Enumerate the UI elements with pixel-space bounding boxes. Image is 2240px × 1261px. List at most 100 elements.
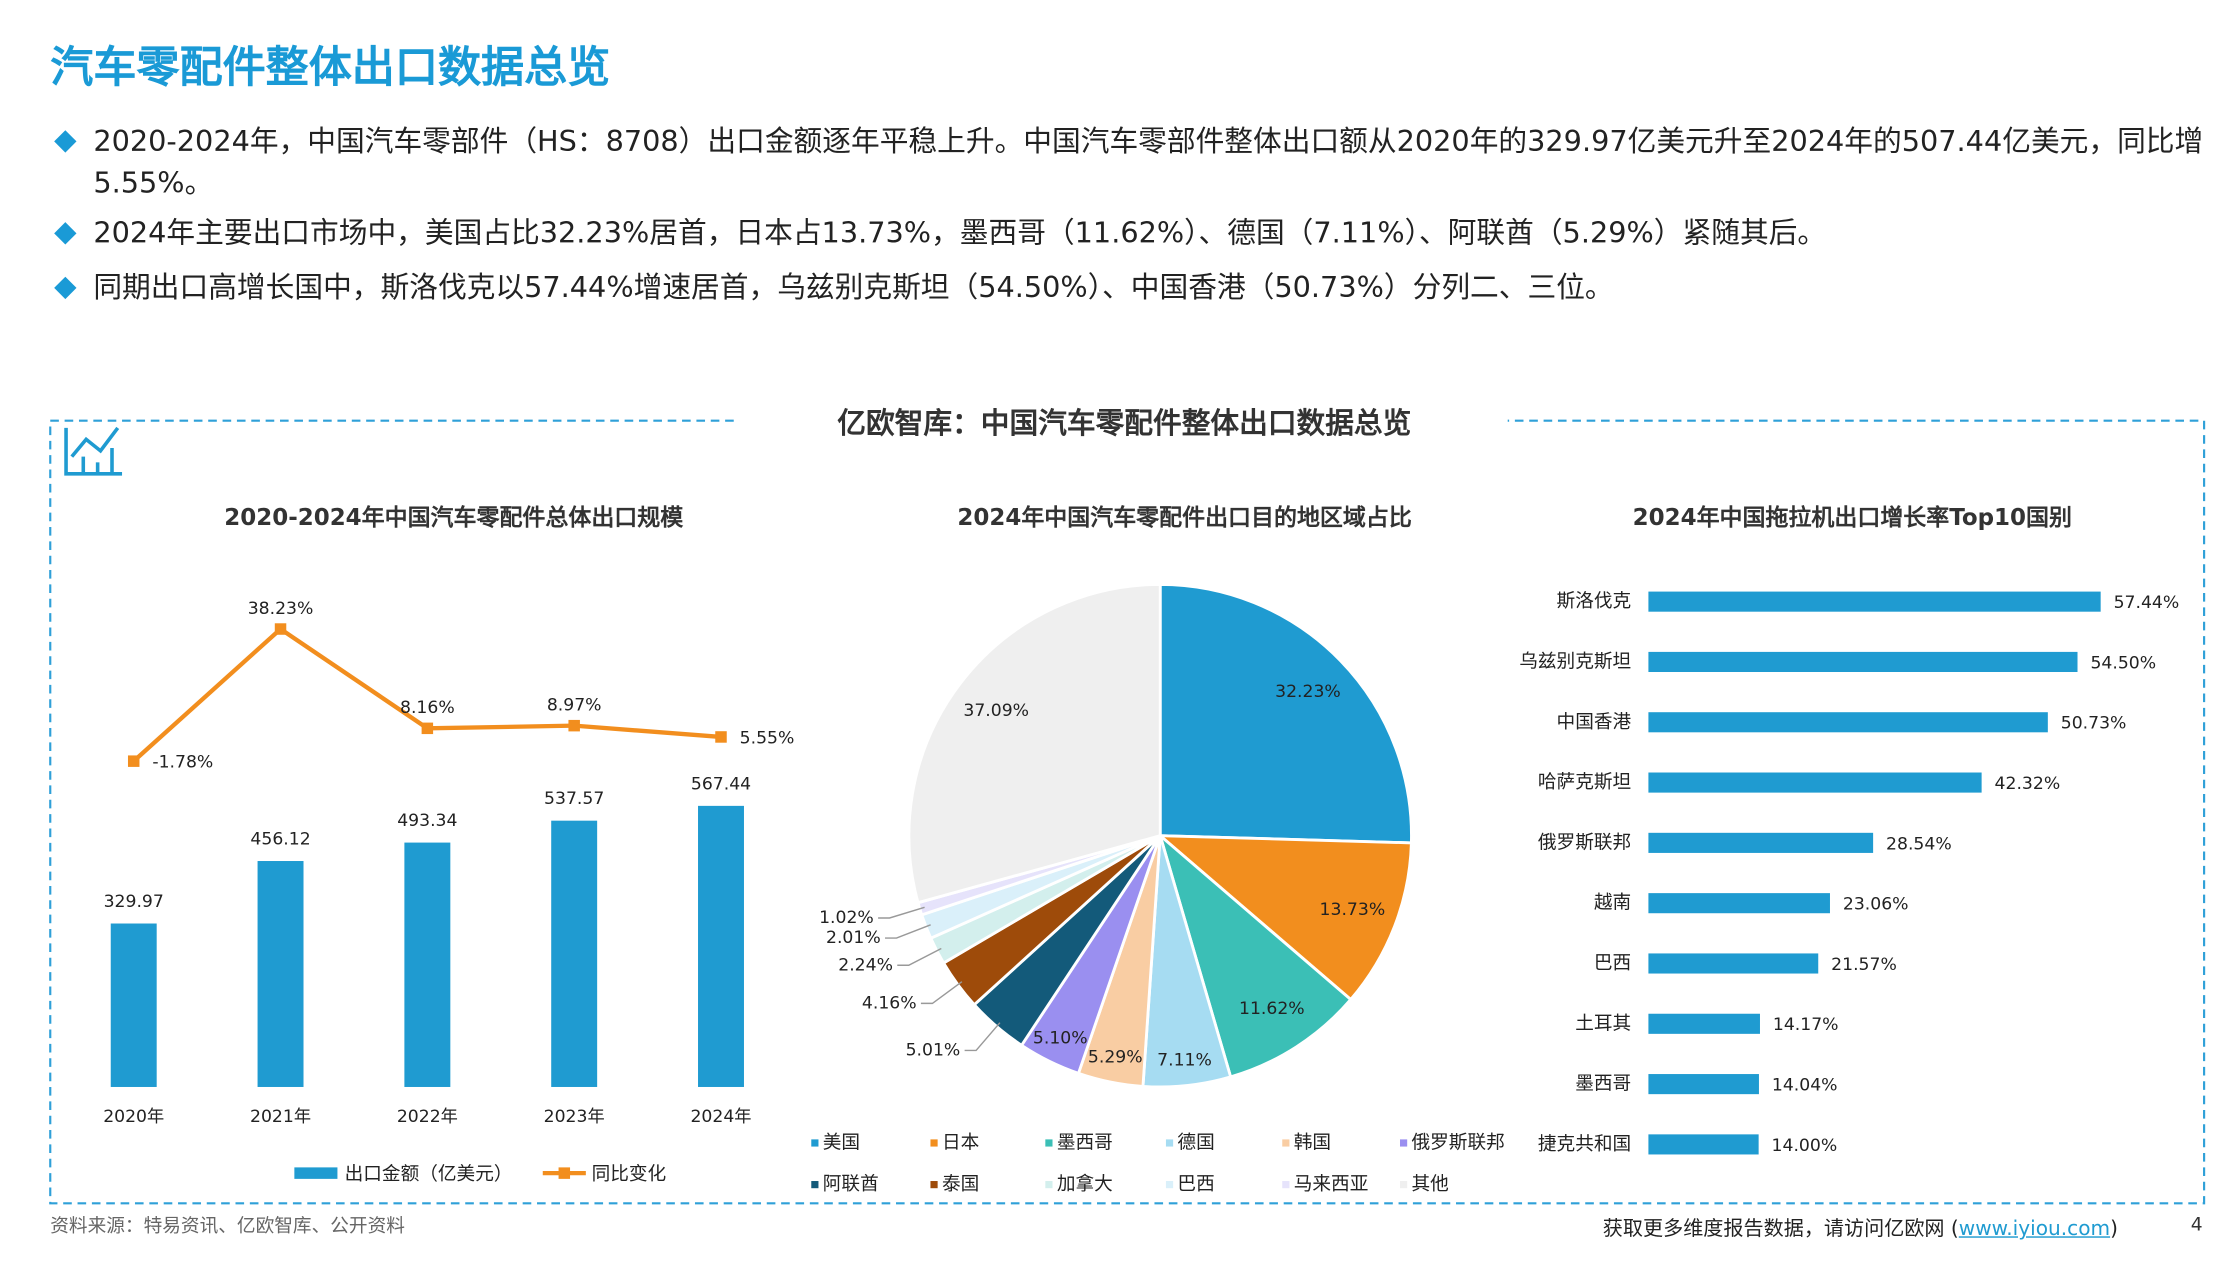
footer-link[interactable]: www.iyiou.com <box>1958 1217 2111 1241</box>
bar <box>1648 591 2101 612</box>
value-label: 38.23% <box>248 599 314 619</box>
value-label: 54.50% <box>2090 653 2156 673</box>
legend-swatch <box>558 1167 571 1179</box>
bar <box>1648 832 1874 853</box>
category-label: 捷克共和国 <box>1538 1134 1631 1155</box>
chart-title: 2020-2024年中国汽车零配件总体出口规模 <box>224 504 683 531</box>
value-label: 7.11% <box>1157 1051 1212 1071</box>
legend-swatch <box>1282 1139 1290 1147</box>
bar <box>698 805 744 1087</box>
value-label: 14.04% <box>1772 1076 1838 1096</box>
x-tick-label: 2022年 <box>397 1107 458 1127</box>
value-label: 13.73% <box>1320 900 1386 920</box>
panel-title: 亿欧智库：中国汽车零配件整体出口数据总览 <box>837 406 1411 440</box>
legend-label: 美国 <box>823 1132 860 1153</box>
value-label: 28.54% <box>1886 834 1952 854</box>
leader-line <box>878 906 925 919</box>
value-label: 456.12 <box>250 829 310 849</box>
legend-swatch <box>811 1181 819 1189</box>
legend-label: 泰国 <box>942 1174 979 1195</box>
bar <box>110 923 157 1087</box>
bar <box>1648 651 2078 672</box>
x-tick-label: 2024年 <box>690 1107 751 1127</box>
bar <box>1648 1134 1759 1155</box>
panel-title-bg <box>739 402 1508 446</box>
bar <box>1648 1013 1760 1034</box>
value-label: 37.09% <box>963 701 1029 721</box>
legend-label: 墨西哥 <box>1057 1132 1113 1153</box>
bar <box>1648 712 2048 733</box>
legend-label: 俄罗斯联邦 <box>1411 1132 1504 1153</box>
leader-line <box>920 981 963 1005</box>
legend-label: 日本 <box>942 1132 979 1153</box>
category-label: 俄罗斯联邦 <box>1538 832 1631 853</box>
line-marker <box>421 722 434 735</box>
value-label: 2.24% <box>838 955 893 975</box>
category-label: 巴西 <box>1594 953 1631 974</box>
value-label: 5.55% <box>740 728 795 748</box>
value-label: 1.02% <box>819 908 874 928</box>
value-label: 5.10% <box>1033 1029 1088 1049</box>
value-label: 57.44% <box>2114 593 2180 613</box>
bar <box>551 820 598 1087</box>
value-label: 5.01% <box>906 1040 961 1060</box>
pie-slice <box>907 582 1162 905</box>
category-label: 哈萨克斯坦 <box>1538 772 1631 793</box>
legend-swatch <box>930 1181 938 1189</box>
value-label: -1.78% <box>152 753 213 773</box>
legend-swatch <box>930 1139 938 1147</box>
bar <box>257 861 304 1087</box>
line-marker <box>274 623 287 635</box>
value-label: 493.34 <box>397 811 457 831</box>
value-label: 23.06% <box>1843 895 1909 915</box>
legend-swatch <box>1045 1139 1053 1147</box>
bullet: 同期出口高增长国中，斯洛伐克以57.44%增速居首，乌兹别克斯坦（54.50%）… <box>55 267 2209 309</box>
value-label: 50.73% <box>2061 714 2127 734</box>
value-label: 42.32% <box>1995 774 2061 794</box>
x-tick-label: 2023年 <box>544 1107 605 1127</box>
value-label: 32.23% <box>1275 682 1341 702</box>
legend-label: 巴西 <box>1177 1174 1214 1195</box>
footer: 获取更多维度报告数据，请访问亿欧网 (www.iyiou.com) <box>1603 1213 2118 1242</box>
legend-swatch <box>1399 1181 1408 1189</box>
category-label: 斯洛伐克 <box>1557 591 1632 612</box>
chart-title: 2024年中国汽车零配件出口目的地区域占比 <box>957 504 1411 531</box>
legend-swatch <box>1045 1181 1053 1189</box>
line <box>132 626 722 763</box>
value-label: 537.57 <box>544 789 604 809</box>
footer-text: 获取更多维度报告数据，请访问亿欧网 ( <box>1602 1217 1959 1241</box>
line-marker <box>568 719 580 732</box>
legend-label: 德国 <box>1177 1132 1214 1153</box>
legend-swatch <box>294 1167 338 1179</box>
pie-slice <box>1158 582 1413 845</box>
footer-text: ) <box>2110 1217 2118 1241</box>
x-tick-label: 2020年 <box>103 1107 164 1127</box>
legend-label: 出口金额（亿美元） <box>345 1164 513 1185</box>
value-label: 21.57% <box>1831 955 1897 975</box>
bar <box>1648 1074 1759 1095</box>
legend-swatch <box>811 1139 819 1147</box>
bar <box>1648 772 1982 793</box>
category-label: 中国香港 <box>1557 712 1632 733</box>
leader-line <box>964 1022 1001 1052</box>
bullet: 2024年主要出口市场中，美国占比32.23%居首，日本占13.73%，墨西哥（… <box>55 213 2209 255</box>
line-marker <box>715 731 727 743</box>
value-label: 329.97 <box>104 892 164 912</box>
pie-slice <box>1156 834 1413 1002</box>
panel-icon <box>64 426 123 476</box>
category-label: 土耳其 <box>1575 1013 1631 1034</box>
pie-slice <box>1157 831 1353 1079</box>
bullet: 2020-2024年，中国汽车零部件（HS：8708）出口金额逐年平稳上升。中国… <box>55 121 2209 204</box>
value-label: 11.62% <box>1239 999 1305 1019</box>
line-marker <box>127 755 140 767</box>
legend-label: 同比变化 <box>592 1164 667 1185</box>
bar <box>1648 893 1830 914</box>
legend-label: 其他 <box>1411 1174 1448 1195</box>
value-label: 5.29% <box>1088 1047 1143 1067</box>
leader-line <box>885 924 931 939</box>
category-label: 乌兹别克斯坦 <box>1519 651 1631 672</box>
bar <box>1648 953 1819 974</box>
category-label: 墨西哥 <box>1575 1074 1631 1095</box>
